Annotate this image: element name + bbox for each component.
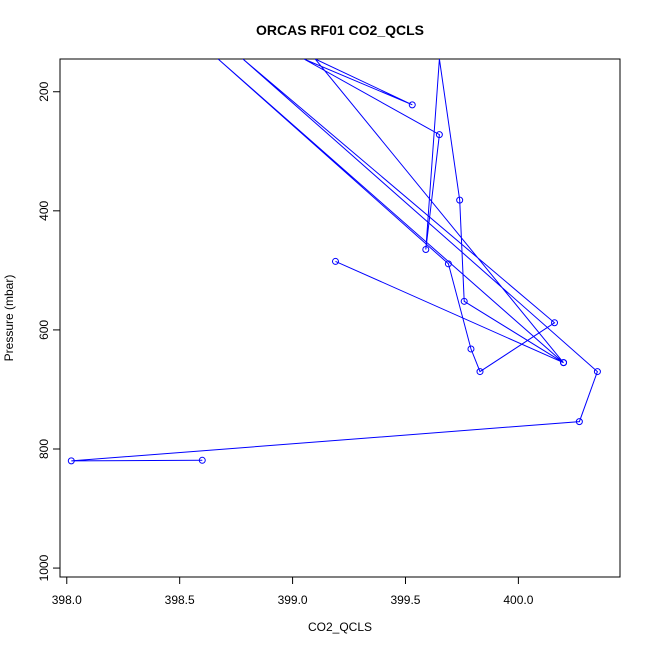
data-point-marker (67, 457, 75, 465)
data-point-marker (560, 359, 568, 367)
y-axis: 200 400 600 800 1000 (37, 81, 60, 581)
data-point-marker (435, 131, 443, 139)
y-tick-label: 600 (37, 320, 51, 340)
x-tick-label: 398.0 (52, 593, 82, 607)
y-tick-label: 200 (37, 81, 51, 101)
data-point-marker (331, 257, 339, 265)
data-point-marker (575, 418, 583, 426)
x-tick-label: 399.5 (390, 593, 420, 607)
series-line (71, 59, 598, 462)
chart-title: ORCAS RF01 CO2_QCLS (256, 22, 424, 38)
x-axis-title: CO2_QCLS (308, 620, 372, 634)
data-point-marker (198, 456, 206, 464)
data-point-marker (460, 297, 468, 305)
x-tick-label: 400.0 (503, 593, 533, 607)
series-layer (67, 59, 601, 465)
data-point-marker (593, 368, 601, 376)
data-point-marker (408, 101, 416, 109)
y-tick-label: 400 (37, 200, 51, 220)
x-tick-label: 399.0 (278, 593, 308, 607)
x-tick-label: 398.5 (165, 593, 195, 607)
y-axis-title: Pressure (mbar) (2, 275, 16, 362)
x-axis: 398.0 398.5 399.0 399.5 400.0 (52, 577, 534, 607)
y-tick-label: 1000 (37, 554, 51, 581)
data-point-marker (456, 196, 464, 204)
data-point-marker (467, 345, 475, 353)
data-point-marker (551, 319, 559, 327)
plot-frame (59, 58, 621, 578)
data-point-marker (476, 368, 484, 376)
data-point-marker (422, 246, 430, 254)
data-point-marker (444, 260, 452, 268)
y-tick-label: 800 (37, 439, 51, 459)
